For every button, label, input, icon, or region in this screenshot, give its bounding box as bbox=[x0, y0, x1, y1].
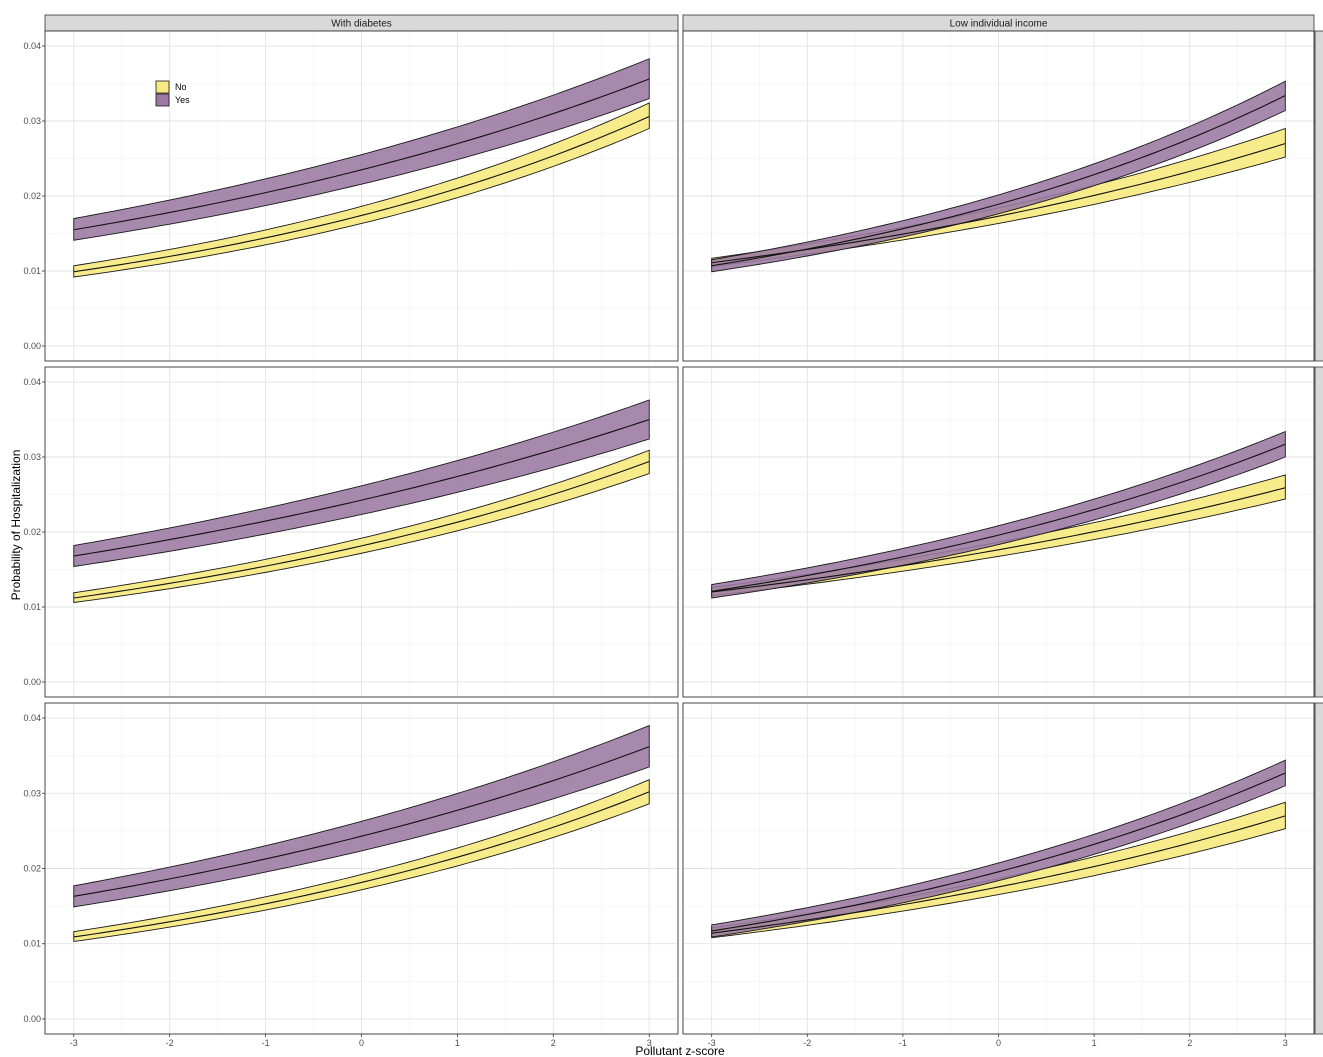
y-tick-label: 0.01 bbox=[23, 266, 41, 276]
ci-ribbon-yes bbox=[711, 759, 1286, 938]
x-tick-label: 2 bbox=[551, 1038, 556, 1048]
y-tick-label: 0.03 bbox=[23, 116, 41, 126]
x-tick-label: 3 bbox=[1283, 1038, 1288, 1048]
legend-key-yes bbox=[155, 93, 170, 107]
x-tick-label: -1 bbox=[262, 1038, 270, 1048]
panels-layer: With diabetes Low individual income0.000.… bbox=[23, 14, 1323, 1048]
panel bbox=[682, 30, 1315, 362]
ci-ribbon-no bbox=[73, 449, 650, 604]
legend: No Yes bbox=[155, 80, 190, 107]
y-tick-label: 0.04 bbox=[23, 41, 41, 51]
fit-line-no bbox=[73, 460, 650, 599]
fit-line-no bbox=[711, 487, 1286, 593]
x-tick-label: 1 bbox=[1092, 1038, 1097, 1048]
y-tick-label: 0.00 bbox=[23, 1014, 41, 1024]
x-tick-label: -2 bbox=[803, 1038, 811, 1048]
x-tick-label: 0 bbox=[359, 1038, 364, 1048]
x-tick-label: -2 bbox=[166, 1038, 174, 1048]
fit-line-yes bbox=[711, 443, 1286, 592]
fit-line-yes bbox=[711, 95, 1286, 267]
legend-label-yes: Yes bbox=[175, 95, 190, 105]
legend-key-no bbox=[155, 80, 170, 94]
fit-line-yes bbox=[73, 418, 650, 557]
x-tick-label: -1 bbox=[899, 1038, 907, 1048]
panel bbox=[682, 366, 1315, 698]
panel: -3 -2 -1 0 1 2 3 bbox=[682, 702, 1315, 1048]
y-tick-label: 0.00 bbox=[23, 677, 41, 687]
x-axis-title: Pollutant z-score bbox=[635, 1044, 725, 1057]
x-tick-label: 2 bbox=[1187, 1038, 1192, 1048]
fit-line-yes bbox=[711, 772, 1286, 932]
ci-ribbon-no bbox=[73, 102, 650, 278]
y-tick-label: 0.03 bbox=[23, 452, 41, 462]
y-tick-label: 0.02 bbox=[23, 864, 41, 874]
ci-ribbon-no bbox=[73, 779, 650, 942]
y-tick-label: 0.00 bbox=[23, 341, 41, 351]
row-strip bbox=[1314, 366, 1323, 698]
panel: 0.00 0.01 0.02 0.03 0.04 bbox=[23, 30, 679, 362]
x-tick-label: 0 bbox=[996, 1038, 1001, 1048]
panel: 0.00 0.01 0.02 0.03 0.04 -3 -2 -1 0 1 2 3 bbox=[23, 702, 679, 1048]
x-tick-label: -3 bbox=[708, 1038, 716, 1048]
panel-border bbox=[682, 366, 1315, 698]
legend-label-no: No bbox=[175, 82, 187, 92]
x-tick-label: -3 bbox=[70, 1038, 78, 1048]
x-tick-label: 3 bbox=[647, 1038, 652, 1048]
ci-ribbon-yes bbox=[73, 399, 650, 568]
x-tick-label: 1 bbox=[455, 1038, 460, 1048]
panel-border bbox=[682, 30, 1315, 362]
y-tick-label: 0.01 bbox=[23, 602, 41, 612]
y-tick-label: 0.03 bbox=[23, 788, 41, 798]
y-tick-label: 0.04 bbox=[23, 377, 41, 387]
ci-ribbon-yes bbox=[73, 58, 650, 241]
fit-line-no bbox=[711, 815, 1286, 934]
y-tick-label: 0.04 bbox=[23, 713, 41, 723]
y-tick-label: 0.01 bbox=[23, 939, 41, 949]
fit-line-yes bbox=[73, 78, 650, 231]
fit-line-no bbox=[73, 791, 650, 938]
y-tick-label: 0.02 bbox=[23, 191, 41, 201]
column-strip-label: Low individual income bbox=[950, 19, 1048, 30]
fit-line-yes bbox=[73, 746, 650, 897]
column-strip-label: With diabetes bbox=[331, 19, 392, 30]
ci-ribbon-yes bbox=[711, 80, 1286, 273]
ci-ribbon-yes bbox=[73, 724, 650, 908]
y-tick-label: 0.02 bbox=[23, 527, 41, 537]
y-axis-title: Probability of Hospitalization bbox=[9, 450, 23, 601]
row-strip bbox=[1314, 702, 1323, 1035]
fit-line-no bbox=[73, 115, 650, 273]
panel: 0.00 0.01 0.02 0.03 0.04 bbox=[23, 366, 679, 698]
row-strip bbox=[1314, 30, 1323, 362]
